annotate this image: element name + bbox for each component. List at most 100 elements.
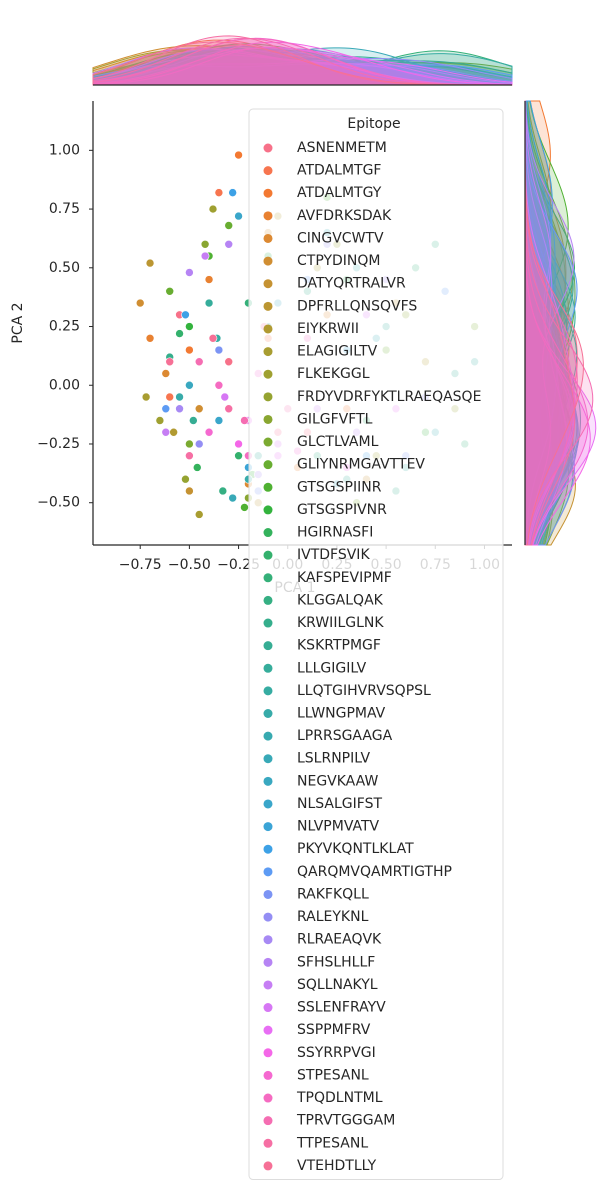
legend-label: EIYKRWII	[297, 321, 359, 337]
scatter-point	[169, 427, 178, 437]
legend-title: Epitope	[347, 116, 400, 132]
legend-label: TTPESANL	[296, 1135, 368, 1151]
legend-marker	[263, 1116, 273, 1126]
legend-marker	[263, 550, 273, 560]
y-tick-label: 0.75	[49, 201, 80, 217]
legend-marker	[263, 188, 273, 198]
legend-marker	[263, 663, 273, 673]
scatter-point	[175, 404, 184, 414]
legend-label: SQLLNAKYL	[297, 977, 378, 993]
legend-label: CINGVCWTV	[297, 230, 384, 246]
legend-label: LPRRSGAAGA	[297, 728, 393, 744]
scatter-point	[145, 333, 155, 343]
legend-box	[248, 108, 504, 1181]
legend-label: RAKFKQLL	[297, 886, 369, 902]
scatter-point	[145, 258, 155, 268]
scatter-point	[214, 345, 224, 355]
legend-marker	[263, 482, 273, 492]
scatter-point	[200, 251, 210, 261]
scatter-point	[194, 357, 204, 367]
legend-marker	[263, 460, 273, 470]
legend-marker	[263, 324, 273, 334]
scatter-point	[185, 486, 194, 496]
scatter-point	[185, 380, 194, 390]
y-marginal-density	[524, 100, 568, 546]
scatter-point	[204, 298, 214, 308]
legend-marker	[263, 799, 273, 809]
legend-label: TPQDLNTML	[296, 1090, 383, 1106]
scatter-point	[214, 380, 224, 390]
scatter-point	[220, 392, 230, 402]
scatter-point	[194, 439, 204, 449]
legend-label: IVTDFSVIK	[297, 547, 370, 563]
legend-marker	[263, 686, 273, 696]
legend-label: LLQTGIHVRVSQPSL	[297, 683, 431, 699]
x-marginal-density	[92, 54, 513, 86]
scatter-point	[200, 240, 210, 249]
scatter-point	[208, 204, 218, 214]
scatter-point	[185, 451, 194, 461]
y-tick-label: 0.00	[49, 377, 80, 393]
scatter-point	[218, 486, 228, 496]
legend-label: GLCTLVAML	[297, 434, 379, 450]
legend-label: ATDALMTGF	[297, 163, 382, 179]
legend-label: SSYRRPVGI	[297, 1045, 376, 1061]
scatter-point	[135, 298, 145, 308]
scatter-point	[181, 474, 190, 484]
legend-marker	[263, 279, 273, 289]
legend-marker	[263, 347, 273, 357]
legend-label: KSKRTPMGF	[297, 638, 381, 654]
x-marginal-density	[92, 41, 513, 86]
legend-label: NEGVKAAW	[297, 773, 378, 789]
legend-label: GILGFVFTL	[297, 411, 373, 427]
legend-marker	[263, 867, 273, 877]
legend-marker	[263, 143, 273, 153]
scatter-point	[234, 211, 243, 221]
scatter-point	[234, 451, 243, 461]
legend-label: KLGGALQAK	[297, 592, 384, 608]
y-tick-label: −0.50	[37, 495, 80, 511]
legend-marker	[263, 1138, 273, 1148]
scatter-point	[185, 345, 194, 355]
legend-marker	[263, 369, 273, 379]
y-axis-label: PCA 2	[10, 302, 26, 343]
y-tick-label: 0.50	[49, 260, 80, 276]
legend-marker	[263, 618, 273, 628]
legend-label: SSPPMFRV	[297, 1022, 371, 1038]
legend-label: SSLENFRAYV	[297, 1000, 386, 1016]
legend-label: LLWNGPMAV	[297, 706, 386, 722]
legend-label: ELAGIGILTV	[297, 344, 378, 360]
legend-marker	[263, 935, 273, 945]
legend-label: RALEYKNL	[297, 909, 369, 925]
legend-marker	[263, 1025, 273, 1035]
legend-label: RLRAEAQVK	[297, 932, 382, 948]
y-marginal-density	[524, 100, 574, 546]
legend-label: KRWIILGLNK	[297, 615, 384, 631]
legend-label: AVFDRKSDAK	[297, 208, 392, 224]
legend-marker	[263, 414, 273, 424]
legend-label: FRDYVDRFYKTLRAEQASQE	[297, 389, 481, 405]
legend-marker	[263, 595, 273, 605]
legend-marker	[263, 211, 273, 221]
scatter-point	[204, 427, 214, 437]
y-tick-label: 0.25	[49, 319, 80, 335]
scatter-point	[228, 493, 237, 503]
scatter-point	[204, 275, 214, 284]
scatter-point	[240, 503, 249, 512]
scatter-point	[240, 416, 249, 425]
legend-marker	[263, 980, 273, 990]
scatter-point	[224, 240, 234, 249]
legend-label: KAFSPEVIPMF	[297, 570, 392, 586]
legend-marker	[263, 1093, 273, 1103]
scatter-point	[165, 357, 175, 367]
legend-marker	[263, 256, 273, 266]
scatter-point	[208, 333, 218, 343]
legend-marker	[263, 392, 273, 402]
legend-label: DPFRLLQNSQVFS	[297, 298, 417, 314]
legend-marker	[263, 1161, 273, 1171]
legend-marker	[263, 166, 273, 176]
legend-label: DATYQRTRALVR	[297, 276, 406, 292]
scatter-point	[234, 439, 243, 449]
legend-label: GTSGSPIINR	[297, 479, 382, 495]
scatter-point	[228, 188, 237, 197]
